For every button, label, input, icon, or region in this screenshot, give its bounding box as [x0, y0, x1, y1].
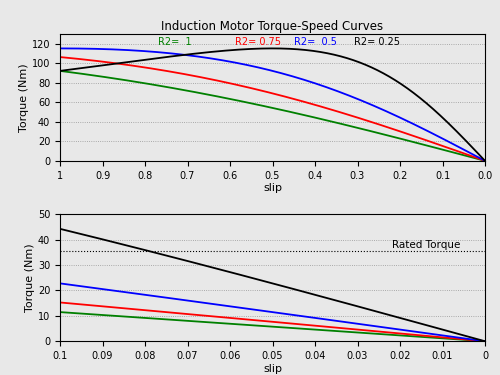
X-axis label: slip: slip [263, 364, 282, 374]
Text: R2= 0.25: R2= 0.25 [354, 38, 400, 47]
Text: Rated Torque: Rated Torque [392, 240, 460, 250]
Text: R2=  1: R2= 1 [158, 38, 192, 47]
Y-axis label: Torque (Nm): Torque (Nm) [25, 243, 35, 312]
Text: R2= 0.75: R2= 0.75 [234, 38, 281, 47]
Y-axis label: Torque (Nm): Torque (Nm) [19, 63, 29, 132]
Title: Induction Motor Torque-Speed Curves: Induction Motor Torque-Speed Curves [162, 20, 384, 33]
Text: R2=  0.5: R2= 0.5 [294, 38, 337, 47]
X-axis label: slip: slip [263, 183, 282, 194]
